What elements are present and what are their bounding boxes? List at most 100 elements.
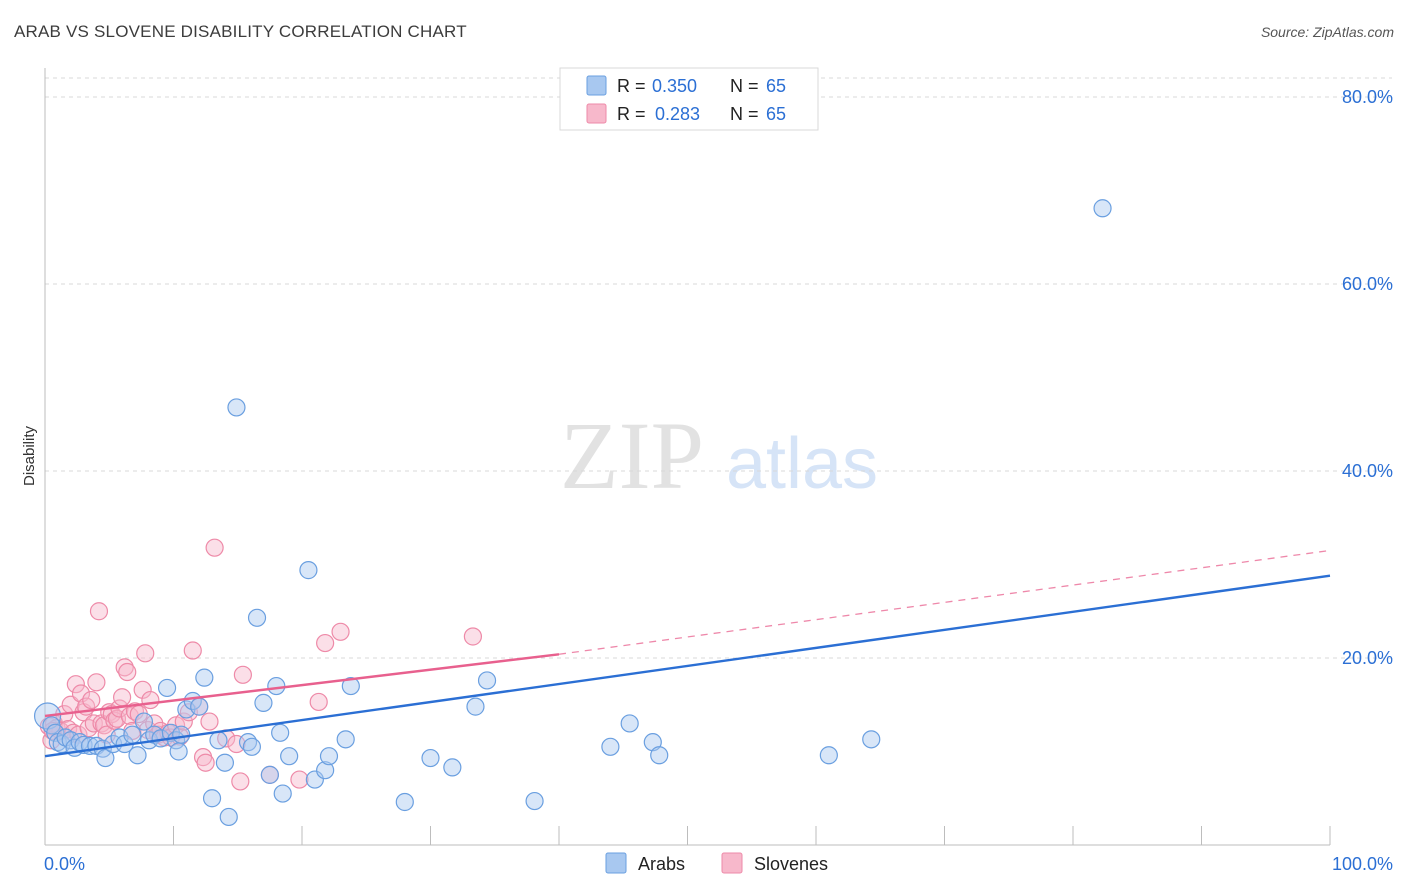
slovene-point [141,690,160,710]
x-tick-label: 0.0% [44,854,85,874]
arab-point [271,723,290,742]
slovene-point [66,675,85,694]
y-tick-label: 20.0% [1342,648,1393,668]
slovene-point [331,622,350,641]
legend-bottom-label-arabs: Arabs [638,854,685,874]
arab-point [421,748,440,768]
slovene-point [200,712,219,731]
arab-point [819,746,838,765]
arab-point [316,761,335,780]
arab-series [33,199,1112,827]
slovene-point [196,753,215,772]
arab-point [273,784,292,803]
legend-swatch-arabs [586,75,607,96]
slovene-point [227,734,246,754]
slovene-point [463,627,483,646]
slovene-point [309,692,328,712]
legend-n-value: 65 [766,76,786,96]
arab-point [56,728,75,747]
slovene-point [136,644,155,663]
slovene-point [179,703,199,722]
legend-n-value: 65 [766,104,786,124]
arab-point [219,807,238,827]
arab-point [247,608,267,627]
slovene-point [290,770,309,789]
slovene-point [233,665,252,684]
arab-point [280,747,299,766]
arab-point [260,765,279,784]
slovene-point [89,602,109,621]
arab-point [477,671,497,690]
slovene-trend-line [44,653,560,718]
arab-point [341,676,360,696]
legend-n-label: N = [730,104,759,124]
arab-point [299,561,318,580]
arab-point [525,791,544,811]
arab-point [254,693,273,712]
arab-point [96,748,115,768]
gridlines [45,77,1392,659]
arab-point [620,714,639,733]
x-tick-label: 100.0% [1332,854,1393,874]
slovene-point [205,538,224,557]
slovene-point [87,673,106,692]
trend-lines [44,549,1331,758]
slovene-point [231,772,250,791]
arab-trend-line [44,574,1331,758]
watermark-atlas: atlas [726,424,878,504]
y-tick-label: 80.0% [1342,87,1393,107]
arab-point [643,733,662,752]
arab-point [395,792,414,812]
watermark-zip: ZIP [560,402,704,509]
legend-r-value: 0.350 [652,76,697,96]
arab-point [242,737,261,756]
arab-point [319,747,339,766]
arab-point [601,737,620,756]
y-tick-labels: 20.0% 40.0% 60.0% 80.0% [1342,87,1393,668]
y-tick-label: 40.0% [1342,461,1393,481]
chart-title: ARAB VS SLOVENE DISABILITY CORRELATION C… [14,22,467,41]
arab-point [172,725,191,744]
slovene-point [183,641,202,660]
arab-point [227,398,246,417]
slovene-point [133,680,152,699]
legend-r-label: R = [617,76,646,96]
legend-bottom: Arabs Slovenes [605,852,828,874]
arab-point [1093,199,1112,218]
legend-r-value: 0.283 [655,104,700,124]
legend-n-label: N = [730,76,759,96]
arab-point [195,668,214,687]
slovene-trend-extension [558,549,1331,655]
slovene-point [118,662,137,682]
arab-point [128,746,147,765]
arab-point [215,753,234,772]
arab-point [267,676,286,696]
arab-point [466,697,485,716]
arab-point [336,730,355,749]
arab-point [157,678,177,698]
x-ticks [173,826,1331,845]
legend-bottom-swatch-arabs [605,852,627,874]
arab-point [862,730,881,749]
arab-point [134,712,154,731]
slovene-point [82,690,101,710]
source-label: Source: ZipAtlas.com [1260,24,1394,40]
arab-point [209,731,228,750]
arab-point [305,770,324,789]
y-axis-label: Disability [21,425,38,486]
y-tick-label: 60.0% [1342,274,1393,294]
arab-point [190,697,209,716]
x-tick-labels: 0.0% 100.0% [44,854,1393,874]
arab-point [443,758,462,777]
arab-point [169,742,188,761]
arab-point [202,789,222,808]
legend-r-label: R = [617,104,646,124]
legend-bottom-swatch-slovenes [721,852,743,874]
arab-point [650,746,669,765]
slovene-point [316,633,335,653]
legend-bottom-label-slovenes: Slovenes [754,854,828,874]
legend-swatch-slovenes [586,103,607,124]
legend-top: R = 0.350 N = 65 R = 0.283 N = 65 [559,67,819,131]
slovene-point [112,688,132,707]
